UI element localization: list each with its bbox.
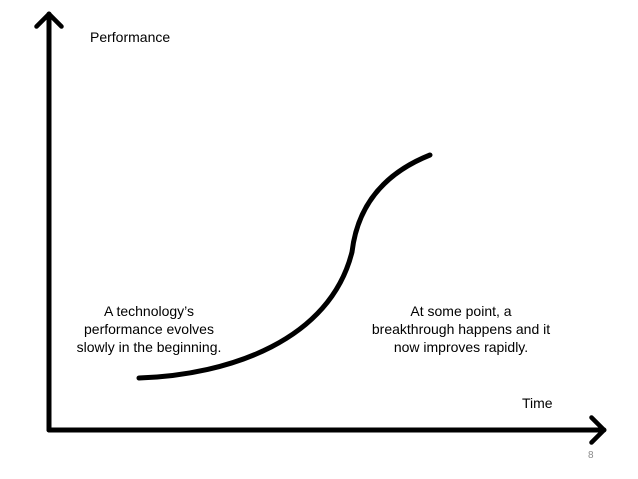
annotation-line: performance evolves	[84, 321, 214, 337]
annotation-line: breakthrough happens and it	[371, 321, 551, 337]
breakthrough-annotation: At some point, a breakthrough happens an…	[358, 302, 564, 356]
annotation-line: A technology’s	[103, 303, 195, 319]
annotation-line: At some point, a	[410, 303, 512, 319]
x-axis-label: Time	[522, 395, 553, 411]
y-axis-label: Performance	[90, 29, 171, 45]
performance-s-curve	[136, 152, 433, 381]
annotation-line: now improves rapidly.	[393, 339, 529, 355]
annotation-line: slowly in the beginning.	[76, 339, 222, 355]
slow-growth-annotation: A technology’s performance evolves slowl…	[62, 302, 236, 356]
page-number: 8	[588, 450, 594, 461]
